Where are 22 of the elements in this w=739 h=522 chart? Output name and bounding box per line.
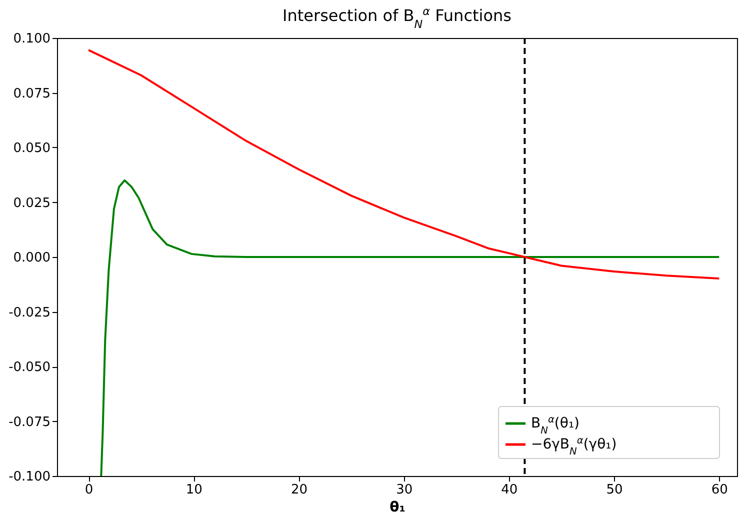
y-tick-label: -0.050 xyxy=(8,360,50,375)
x-tick-label: 20 xyxy=(290,482,308,498)
y-tick-label: 0.000 xyxy=(13,250,50,266)
y-tick-label: 0.075 xyxy=(13,86,50,102)
line-series xyxy=(100,179,720,476)
chart-title: Intersection of B$_{N}$$^{α}$ Functions xyxy=(282,4,512,30)
y-tick-label: 0.025 xyxy=(13,196,50,211)
x-axis-title: θ₁ xyxy=(390,500,406,516)
y-tick-label: 0.100 xyxy=(13,32,50,46)
x-tick-label: 10 xyxy=(186,482,202,498)
x-tick-label: 60 xyxy=(711,482,728,498)
x-tick-label: 40 xyxy=(501,482,518,498)
legend-label: −6γB$_{N}$$^{α}$(γθ₁) xyxy=(531,435,617,457)
x-tick-label: 50 xyxy=(606,482,623,498)
y-tick-label: -0.075 xyxy=(8,414,50,430)
y-tick-label: -0.100 xyxy=(8,470,50,484)
line-series xyxy=(88,49,720,280)
x-tick-label: 0 xyxy=(84,482,94,498)
y-tick-label: -0.025 xyxy=(8,305,50,320)
y-tick-label: 0.050 xyxy=(13,141,50,156)
legend-label: B$_{N}$$^{α}$(θ₁) xyxy=(531,414,580,436)
x-tick-label: 30 xyxy=(396,482,413,498)
